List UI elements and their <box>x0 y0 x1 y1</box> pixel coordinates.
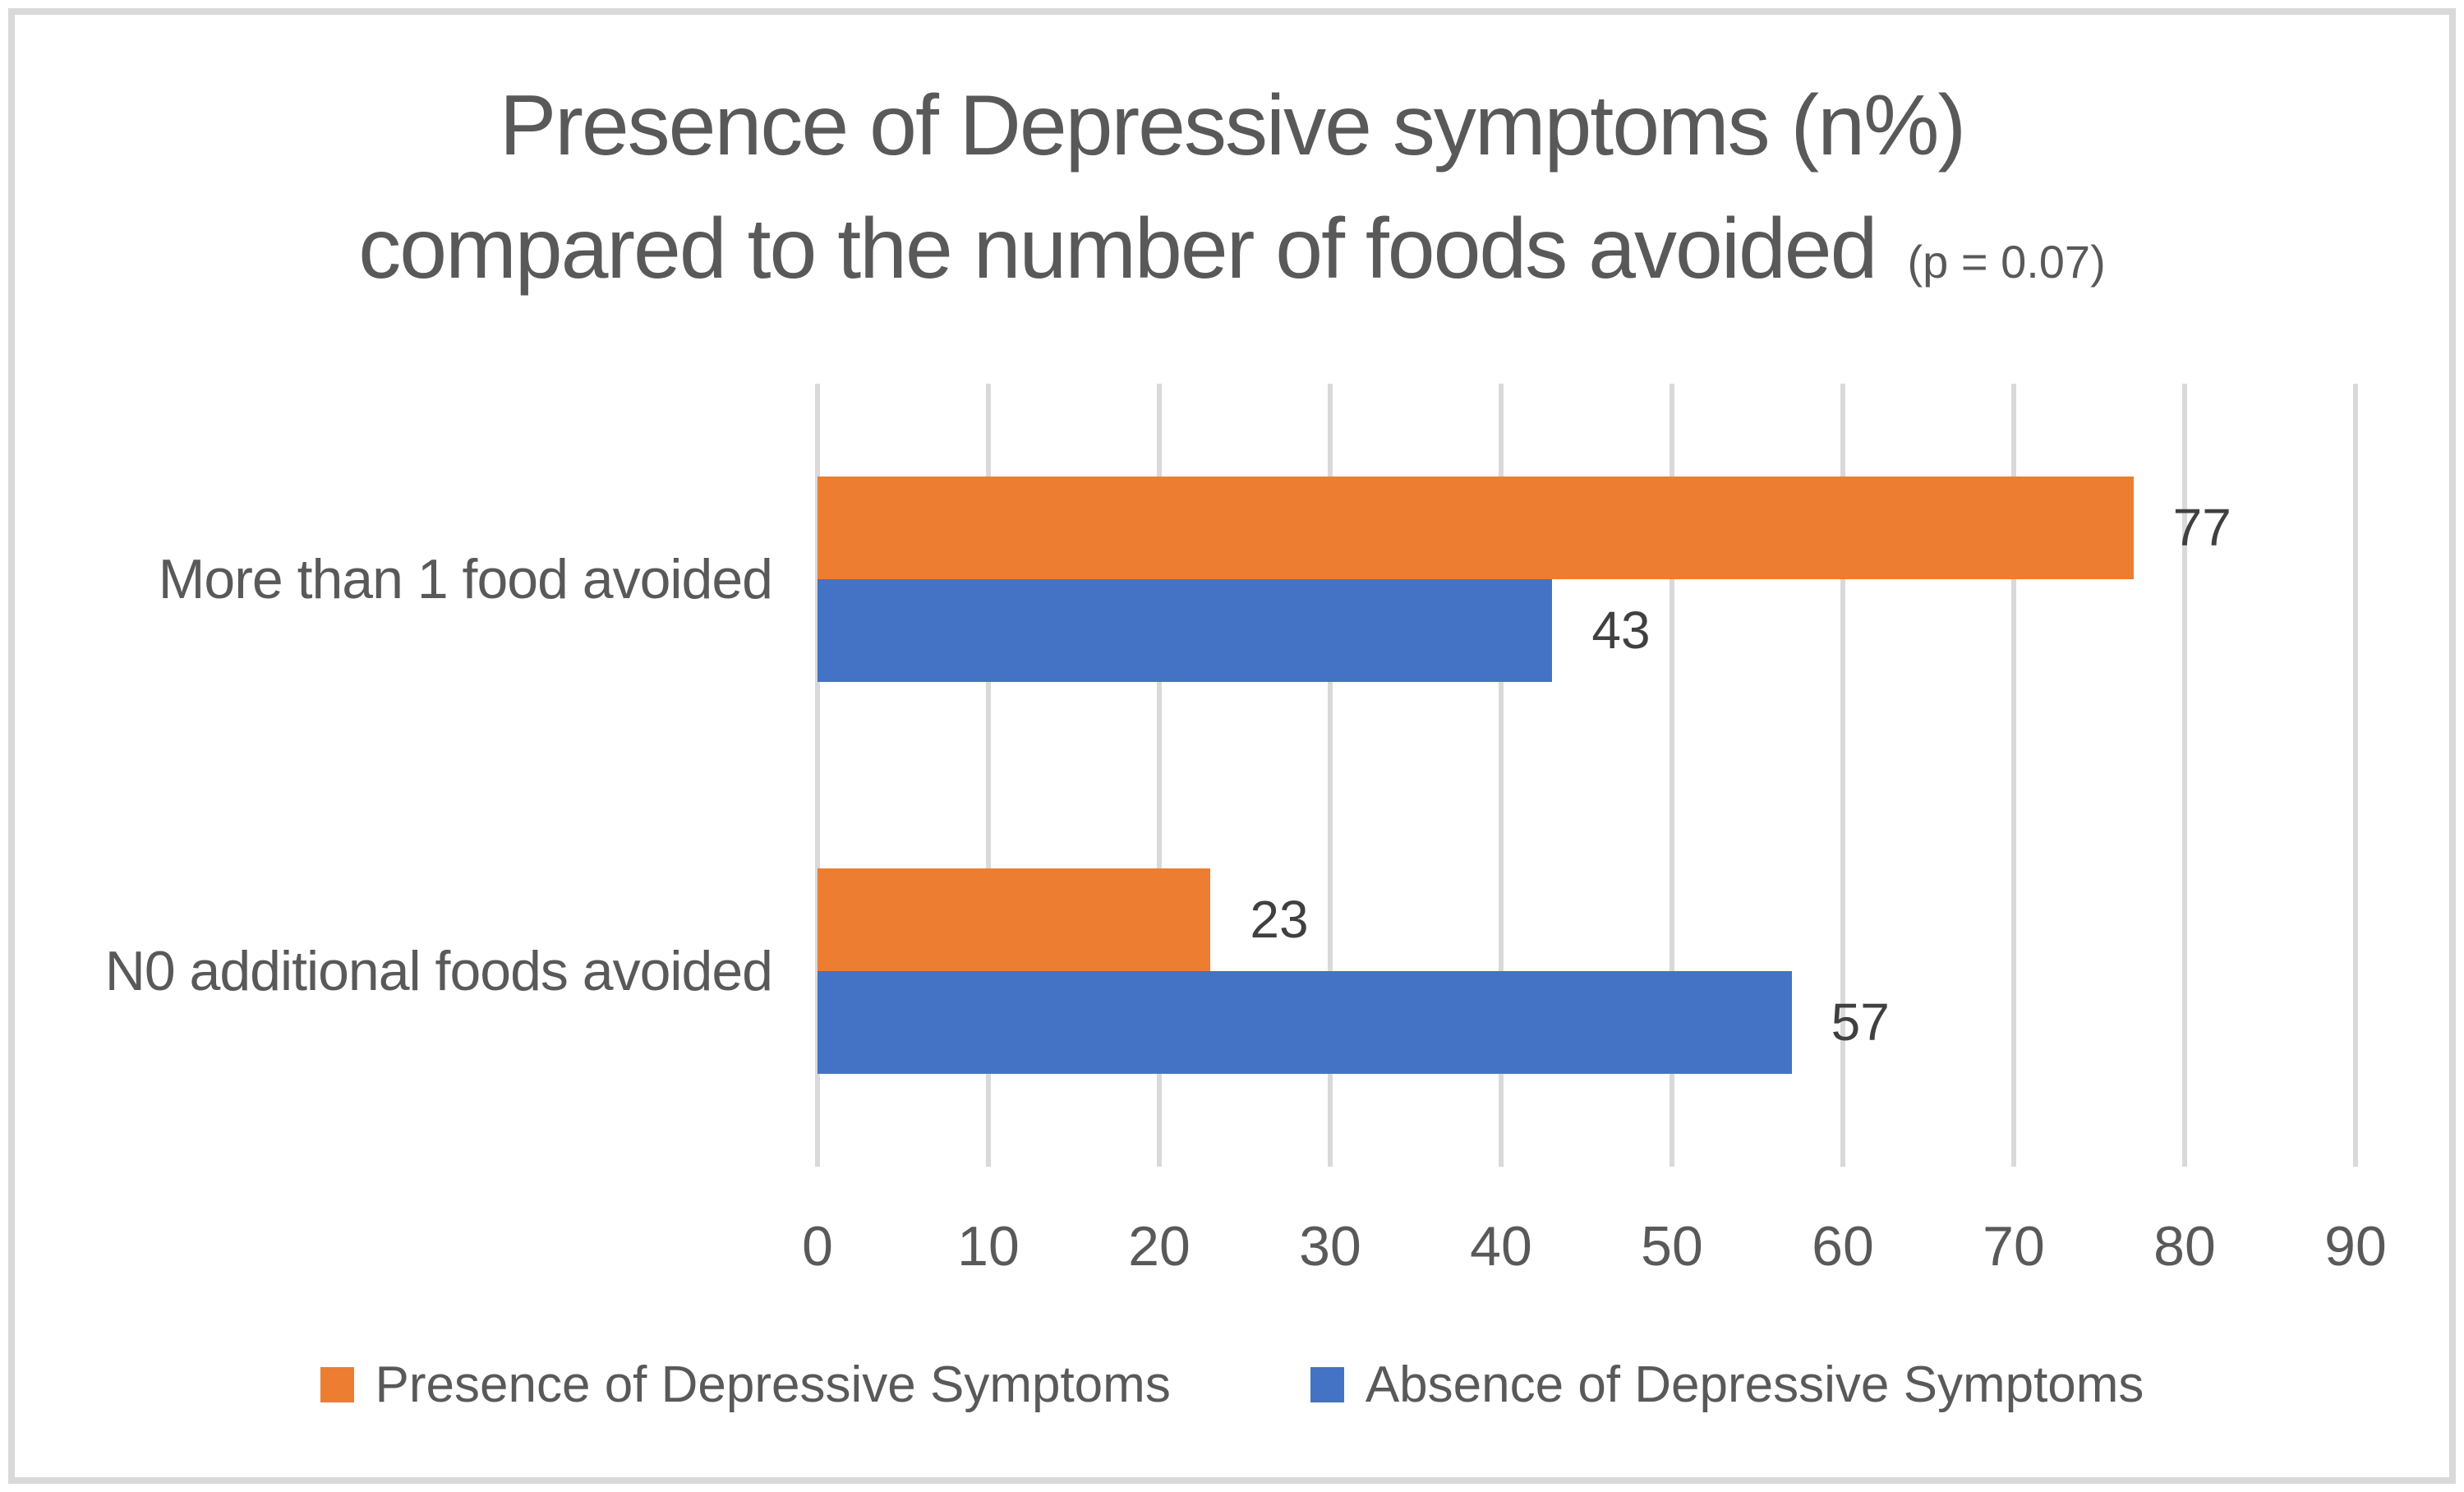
x-axis-tick-label: 20 <box>1128 1215 1191 1278</box>
bar <box>817 579 1553 683</box>
legend-swatch <box>320 1366 354 1402</box>
bar <box>817 970 1792 1074</box>
x-axis-tick-label: 80 <box>2153 1215 2216 1278</box>
legend-item: Absence of Depressive Symptoms <box>1310 1356 2144 1414</box>
x-axis-tick-label: 0 <box>802 1215 833 1278</box>
chart-title: Presence of Depressive symptoms (n%) com… <box>0 64 2464 324</box>
chart-title-line1: Presence of Depressive symptoms (n%) <box>499 78 1966 173</box>
legend-label: Presence of Depressive Symptoms <box>375 1356 1171 1413</box>
legend-swatch <box>1310 1366 1344 1402</box>
legend-label: Absence of Depressive Symptoms <box>1365 1356 2144 1413</box>
gridline <box>1328 384 1333 1167</box>
gridline <box>2353 384 2358 1167</box>
gridline <box>1499 384 1504 1167</box>
category-label: N0 additional foods avoided <box>104 939 773 1002</box>
category-label: More than 1 food avoided <box>158 548 773 611</box>
legend-item: Presence of Depressive Symptoms <box>320 1356 1171 1414</box>
chart-title-line2: compared to the number of foods avoided (… <box>0 187 2464 324</box>
bar <box>817 477 2134 580</box>
gridline <box>815 384 820 1167</box>
gridline <box>2182 384 2187 1167</box>
bar-value-label: 57 <box>1831 992 1890 1052</box>
x-axis-tick-label: 40 <box>1470 1215 1532 1278</box>
bar-value-label: 43 <box>1591 601 1651 661</box>
x-axis-tick-label: 90 <box>2324 1215 2387 1278</box>
p-value-annotation: (p = 0.07) <box>1907 236 2106 288</box>
gridline <box>1670 384 1674 1167</box>
x-axis-tick-label: 70 <box>1983 1215 2045 1278</box>
bar-value-label: 23 <box>1250 889 1309 949</box>
gridline <box>986 384 991 1167</box>
bar <box>817 868 1211 971</box>
gridline <box>1840 384 1845 1167</box>
legend: Presence of Depressive Symptoms Absence o… <box>0 1352 2464 1417</box>
x-axis-tick-label: 60 <box>1812 1215 1874 1278</box>
x-axis-tick-label: 50 <box>1641 1215 1703 1278</box>
gridline <box>1157 384 1162 1167</box>
x-axis-tick-label: 30 <box>1299 1215 1361 1278</box>
bar-value-label: 77 <box>2172 498 2231 558</box>
gridline <box>2011 384 2016 1167</box>
chart-title-line2-text: compared to the number of foods avoided <box>358 201 1877 297</box>
x-axis-tick-label: 10 <box>957 1215 1020 1278</box>
